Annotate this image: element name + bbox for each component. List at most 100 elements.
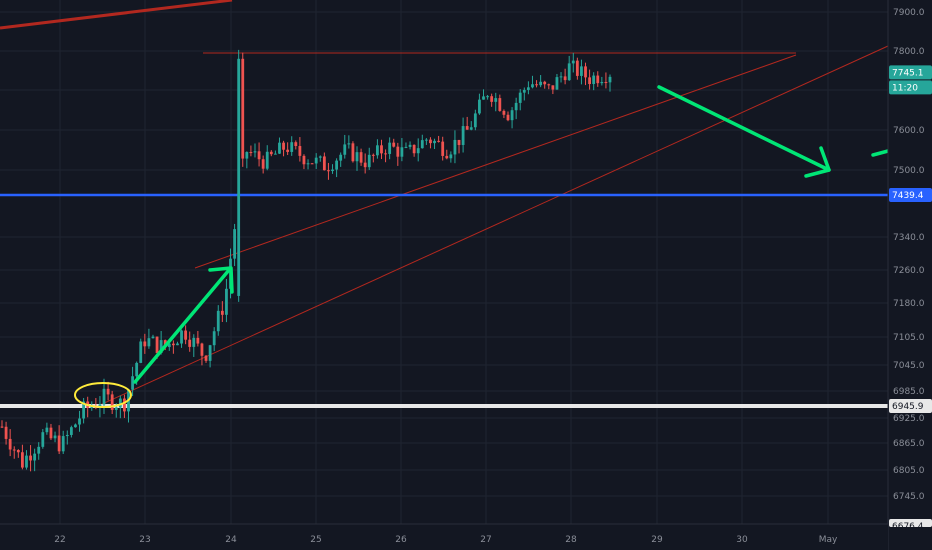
candle-body	[498, 98, 502, 111]
y-tick-label: 7500.0	[893, 166, 925, 176]
candle-body	[167, 343, 171, 348]
candle-body	[461, 126, 465, 145]
candle-body	[45, 427, 49, 433]
y-tick-label: 7800.0	[893, 47, 925, 57]
candle-body	[322, 156, 326, 171]
candle-body	[135, 362, 139, 377]
candle-body	[543, 81, 547, 85]
y-tick-label: 7600.0	[893, 126, 925, 136]
x-tick-label: 23	[139, 535, 150, 545]
candle-body	[147, 338, 151, 347]
candle-body	[575, 60, 579, 76]
candle-body	[290, 142, 294, 152]
candle-body	[355, 152, 359, 162]
candle-body	[139, 341, 143, 363]
candle-body	[196, 337, 200, 344]
candle-body	[298, 146, 302, 156]
candle-body	[16, 450, 20, 453]
x-tick-label: 26	[395, 535, 407, 545]
candle-body	[29, 455, 32, 461]
candle-body	[192, 337, 196, 347]
candle-body	[102, 388, 106, 405]
x-tick-label: 24	[225, 535, 237, 545]
y-tick-label: 7045.0	[893, 361, 925, 371]
candle-body	[265, 151, 269, 169]
candle-body	[400, 147, 404, 157]
candle-body	[465, 126, 469, 130]
bottom-cut-tag: 6676.4	[892, 522, 924, 532]
time-axis-bg	[0, 524, 888, 550]
candle-body	[453, 139, 457, 155]
y-tick-label: 6805.0	[893, 466, 925, 476]
white-level-tag: 6945.9	[892, 402, 924, 412]
candle-body	[506, 114, 510, 121]
candle-body	[49, 427, 53, 439]
candle-body	[433, 140, 436, 144]
candle-body	[159, 340, 163, 353]
candle-body	[110, 394, 114, 410]
candle-body	[69, 427, 73, 435]
candle-body	[204, 355, 208, 361]
candle-body	[351, 143, 355, 162]
trendline-lower	[99, 45, 889, 406]
candle-body	[21, 452, 24, 468]
candle-body	[473, 113, 477, 128]
candle-body	[37, 446, 41, 454]
candle-body	[592, 75, 596, 85]
y-tick-label: 7260.0	[893, 266, 925, 276]
candle-body	[200, 343, 204, 356]
candle-body	[155, 336, 159, 353]
highlight-circle	[74, 382, 132, 408]
candle-body	[510, 110, 514, 121]
candle-body	[559, 76, 563, 78]
candle-body	[424, 139, 428, 141]
candle-body	[314, 157, 318, 164]
candle-body	[384, 153, 387, 155]
candle-body	[0, 426, 4, 428]
candle-body	[563, 76, 567, 81]
candle-body	[106, 388, 110, 395]
candle-body	[118, 398, 122, 408]
candle-body	[212, 331, 216, 346]
candle-body	[404, 146, 408, 148]
candle-body	[237, 58, 241, 296]
candle-body	[41, 432, 45, 447]
candle-body	[502, 110, 506, 115]
candle-body	[306, 163, 310, 165]
candle-body	[429, 139, 432, 144]
y-tick-label: 7105.0	[893, 333, 925, 343]
candle-body	[600, 81, 604, 84]
candle-body	[392, 142, 396, 147]
time-axis[interactable]: 22 23 24 25 26 27 28 29 30 May	[0, 523, 888, 550]
candle-body	[188, 339, 192, 347]
arrow-up-1-head	[208, 266, 234, 294]
candle-body	[380, 145, 383, 154]
candle-body	[65, 434, 69, 437]
candle-body	[273, 153, 277, 155]
candle-body	[388, 142, 392, 154]
candle-body	[208, 345, 212, 361]
candle-body	[608, 76, 612, 83]
y-tick-label: 6865.0	[893, 439, 925, 449]
candle-body	[584, 66, 587, 78]
candle-body	[171, 343, 175, 346]
candle-body	[547, 84, 551, 86]
candle-body	[114, 407, 118, 410]
candle-body	[131, 376, 134, 390]
candle-body	[420, 140, 424, 149]
candle-body	[437, 140, 441, 142]
candle-body	[4, 426, 8, 439]
candle-body	[396, 146, 400, 157]
candle-body	[343, 144, 347, 155]
candle-body	[526, 87, 530, 90]
candle-body	[82, 401, 86, 419]
x-tick-label: 28	[565, 535, 577, 545]
candle-body	[151, 336, 155, 339]
arrow-down-head	[804, 146, 831, 178]
candle-body	[282, 142, 285, 150]
candle-body	[33, 453, 37, 461]
price-axis[interactable]: 7900.07800.07700.07600.07500.07420.07340…	[887, 0, 932, 550]
